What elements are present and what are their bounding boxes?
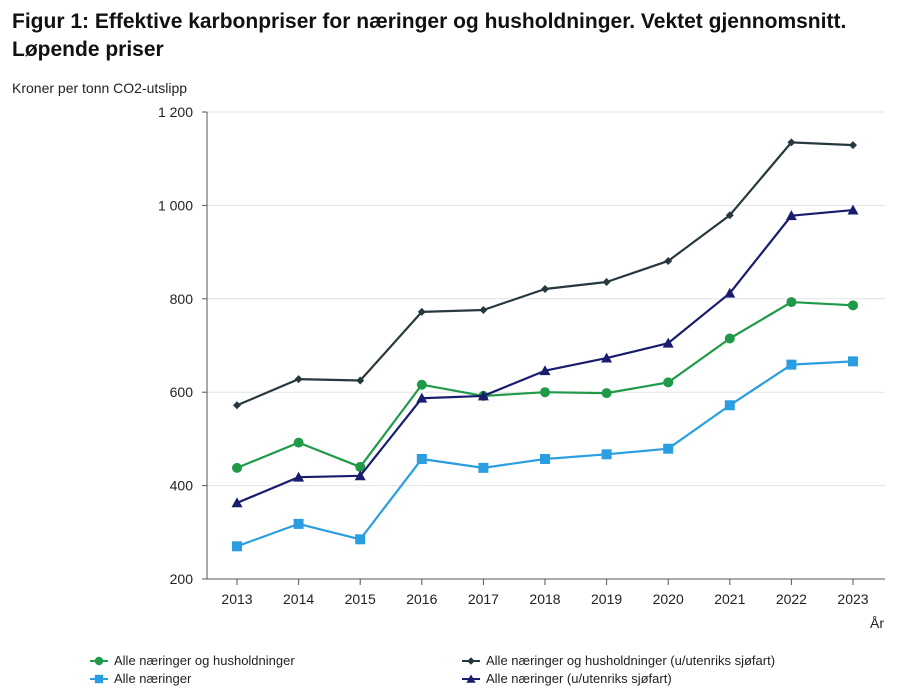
- data-point: [785, 210, 797, 221]
- x-tick-label: 2019: [591, 591, 622, 607]
- x-tick-label: 2015: [345, 591, 376, 607]
- data-point: [540, 387, 550, 398]
- y-tick-label: 800: [170, 291, 194, 307]
- series-2: [232, 356, 858, 552]
- data-point: [725, 211, 734, 220]
- y-tick-label: 200: [170, 571, 194, 587]
- data-point: [724, 287, 736, 298]
- data-point: [848, 356, 858, 367]
- data-point: [847, 204, 859, 215]
- data-point: [539, 365, 551, 376]
- series-group: [231, 138, 859, 552]
- data-point: [294, 375, 303, 384]
- x-tick-label: 2021: [714, 591, 745, 607]
- legend-label: Alle næringer og husholdninger (u/utenri…: [486, 653, 776, 668]
- legend-symbol: [462, 656, 480, 665]
- data-point: [540, 453, 550, 464]
- y-tick-label: 400: [170, 478, 194, 494]
- data-point: [724, 400, 735, 411]
- axes: 200 400 600 800 1 000 1 200 2013 2014 2015 2016 20…: [158, 104, 885, 631]
- x-tick-label: 2014: [283, 591, 314, 607]
- data-point: [662, 337, 674, 348]
- grid-lines: [207, 111, 885, 487]
- data-point: [293, 518, 304, 529]
- data-point: [416, 392, 428, 403]
- x-tick-label: 2020: [653, 591, 684, 607]
- data-point: [293, 437, 304, 448]
- data-point: [601, 388, 612, 399]
- data-point: [293, 471, 305, 482]
- data-point: [602, 277, 611, 286]
- series-4: [231, 204, 859, 508]
- x-tick-label: 2013: [221, 591, 252, 607]
- data-point: [848, 300, 858, 311]
- line-chart: 200 400 600 800 1 000 1 200 2013 2014 2015 2016 20…: [158, 104, 885, 631]
- data-point: [663, 443, 674, 454]
- data-point: [849, 141, 857, 150]
- legend-marker: [466, 673, 476, 683]
- legend-item: Alle næringer: [90, 671, 191, 686]
- data-point: [232, 541, 242, 552]
- series-1: [232, 297, 858, 473]
- data-point: [601, 352, 613, 363]
- x-tick-label: 2022: [776, 591, 807, 607]
- legend-marker: [94, 656, 104, 665]
- x-tick-label: 2017: [468, 591, 499, 607]
- y-axis-label: Kroner per tonn CO2-utslipp: [12, 80, 188, 96]
- data-point: [233, 401, 241, 410]
- x-tick-label: 2023: [837, 591, 868, 607]
- data-point: [356, 376, 365, 385]
- data-point: [354, 470, 366, 481]
- legend-item: Alle næringer (u/utenriks sjøfart): [462, 671, 672, 686]
- data-point: [786, 359, 797, 370]
- legend-symbol: [90, 656, 108, 665]
- chart-title: Figur 1: Effektive karbonpriser for næri…: [12, 10, 847, 61]
- data-point: [787, 138, 796, 147]
- legend-item: Alle næringer og husholdninger: [90, 653, 295, 668]
- data-point: [786, 297, 797, 308]
- data-point: [601, 449, 612, 460]
- legend-label: Alle næringer (u/utenriks sjøfart): [486, 671, 672, 686]
- legend-marker: [467, 656, 475, 665]
- legend-marker: [94, 674, 104, 683]
- data-point: [541, 285, 549, 293]
- data-point: [479, 306, 488, 314]
- data-point: [355, 534, 366, 545]
- legend-label: Alle næringer: [114, 671, 192, 686]
- x-tick-label: 2018: [529, 591, 560, 607]
- data-point: [724, 333, 735, 344]
- data-point: [355, 461, 366, 472]
- data-point: [663, 377, 674, 388]
- data-point: [416, 453, 427, 464]
- legend-symbol: [462, 673, 480, 683]
- y-tick-label: 1 200: [158, 104, 193, 120]
- series-3: [233, 138, 857, 410]
- x-axis-label: År: [870, 615, 884, 631]
- x-tick-label: 2016: [406, 591, 437, 607]
- y-tick-label: 600: [170, 384, 194, 400]
- legend-symbol: [90, 674, 108, 683]
- legend: Alle næringer og husholdninger Alle nærin…: [90, 653, 890, 689]
- legend-label: Alle næringer og husholdninger: [114, 653, 295, 668]
- data-point: [477, 390, 489, 401]
- data-point: [231, 497, 243, 508]
- data-point: [417, 307, 426, 316]
- legend-item: Alle næringer og husholdninger (u/utenri…: [462, 653, 775, 668]
- data-point: [478, 462, 489, 473]
- y-tick-label: 1 000: [158, 197, 193, 213]
- data-point: [664, 256, 673, 265]
- data-point: [416, 379, 427, 390]
- data-point: [232, 462, 242, 473]
